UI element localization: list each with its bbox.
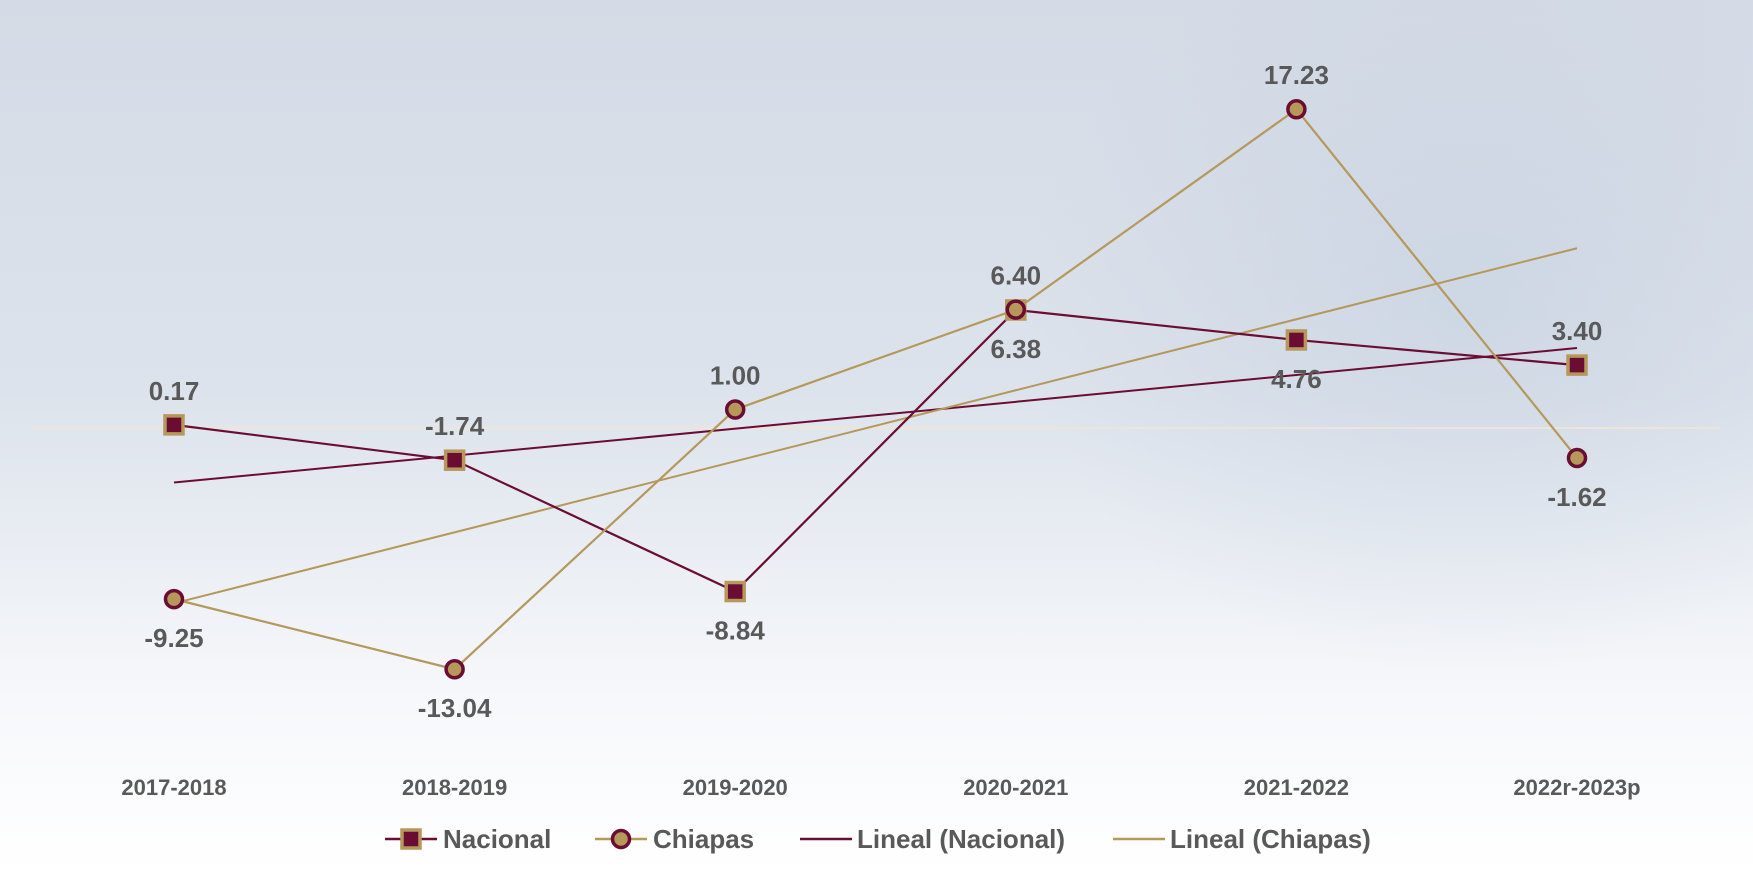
marker-chiapas-5 xyxy=(1566,447,1588,469)
legend-marker-chiapas xyxy=(610,828,632,850)
marker-chiapas-4 xyxy=(1286,98,1307,120)
marker-nacional-2 xyxy=(724,580,746,603)
x-tick-label-5: 2022r-2023p xyxy=(1513,775,1640,800)
legend-label-lineal-chiapas: Lineal (Chiapas) xyxy=(1170,824,1371,854)
marker-nacional-5 xyxy=(1566,354,1588,376)
data-label-chiapas-2: 1.00 xyxy=(710,361,761,391)
trendline-chiapas xyxy=(173,247,1578,605)
x-axis-tick-labels: 2017-2018 2018-2019 2019-2020 2020-2021 2021… xyxy=(121,775,1640,800)
data-label-nacional-0: 0.17 xyxy=(149,376,200,406)
legend-label-lineal-nacional: Lineal (Nacional) xyxy=(857,824,1065,854)
data-label-nacional-4: 4.76 xyxy=(1271,364,1322,394)
data-label-nacional-2: -8.84 xyxy=(706,616,766,646)
marker-chiapas-0 xyxy=(163,588,185,610)
legend-item-lineal-chiapas: Lineal (Chiapas) xyxy=(1113,824,1371,854)
x-tick-label-4: 2021-2022 xyxy=(1244,775,1349,800)
series-line-layer xyxy=(173,107,1578,671)
data-label-chiapas-3: 6.40 xyxy=(990,261,1041,291)
marker-chiapas-1 xyxy=(444,658,465,680)
x-tick-label-0: 2017-2018 xyxy=(121,775,226,800)
marker-chiapas-3 xyxy=(1005,299,1027,320)
legend-item-nacional: Nacional xyxy=(385,824,551,854)
data-label-chiapas-4: 17.23 xyxy=(1264,60,1329,90)
legend-label-nacional: Nacional xyxy=(443,824,551,854)
series-line-nacional xyxy=(173,308,1578,593)
marker-chiapas-2 xyxy=(724,399,746,420)
legend-marker-nacional xyxy=(400,828,422,850)
data-label-layer: 0.17 -1.74 -8.84 6.38 4.76 3.40 -9.25 -13.04 1.0… xyxy=(144,60,1606,723)
x-tick-label-1: 2018-2019 xyxy=(402,775,507,800)
legend-item-chiapas: Chiapas xyxy=(595,824,754,854)
marker-nacional-4 xyxy=(1285,329,1308,351)
marker-nacional-0 xyxy=(163,414,185,436)
data-label-nacional-1: -1.74 xyxy=(425,411,485,441)
data-label-nacional-3: 6.38 xyxy=(990,334,1041,364)
trendline-nacional xyxy=(173,347,1578,484)
data-label-chiapas-5: -1.62 xyxy=(1547,482,1606,512)
legend-item-lineal-nacional: Lineal (Nacional) xyxy=(800,824,1065,854)
x-tick-label-2: 2019-2020 xyxy=(683,775,788,800)
x-tick-label-3: 2020-2021 xyxy=(963,775,1068,800)
marker-nacional-1 xyxy=(443,449,466,471)
data-label-chiapas-1: -13.04 xyxy=(418,693,492,723)
legend: Nacional Chiapas Lineal (Nacional) Lineal (… xyxy=(385,824,1371,854)
data-label-nacional-5: 3.40 xyxy=(1552,316,1603,346)
marker-layer xyxy=(163,98,1588,680)
trendline-layer xyxy=(173,247,1578,605)
series-line-chiapas xyxy=(173,107,1578,671)
data-label-chiapas-0: -9.25 xyxy=(144,623,203,653)
legend-label-chiapas: Chiapas xyxy=(653,824,754,854)
